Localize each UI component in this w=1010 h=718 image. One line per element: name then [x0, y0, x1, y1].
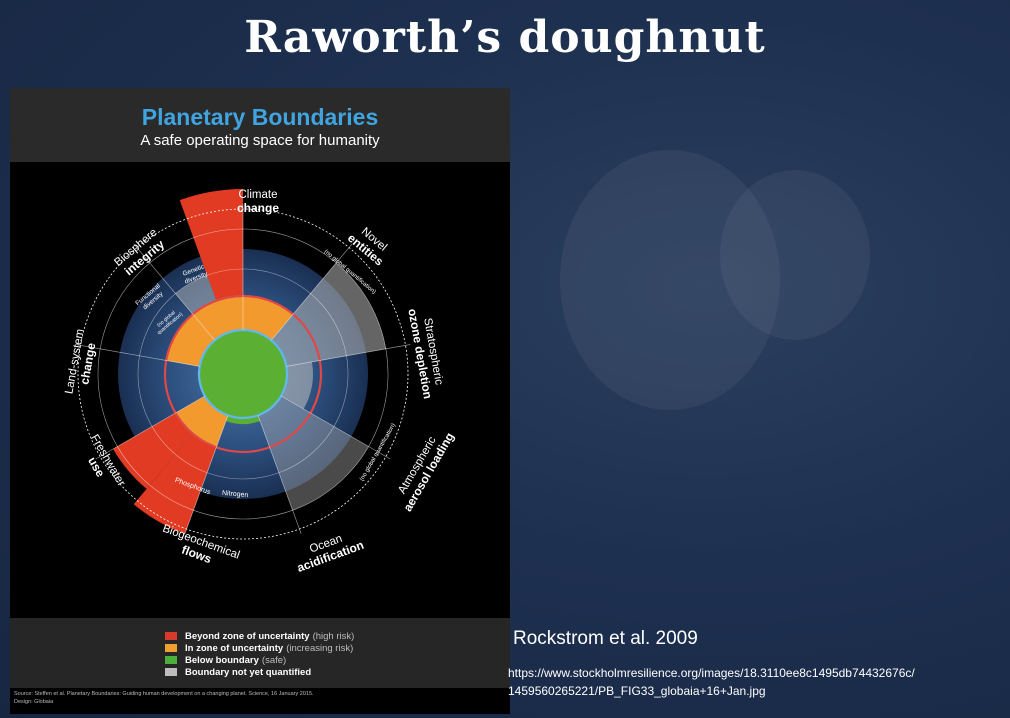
- planetary-boundaries-figure: Planetary Boundaries A safe operating sp…: [10, 88, 510, 714]
- svg-text:Nitrogen: Nitrogen: [222, 490, 249, 499]
- legend-swatch-green: [165, 656, 177, 664]
- climate-safe-wedge: [243, 330, 272, 374]
- figure-title: Planetary Boundaries: [141, 104, 379, 130]
- sector-label-climate: Climate change: [237, 189, 279, 215]
- freshwater-safe-wedge: [199, 366, 243, 396]
- sector-divider-line: [257, 415, 302, 534]
- background-haze-2: [720, 170, 870, 340]
- background-haze-1: [560, 150, 780, 410]
- genetic-diversity-wedge: [179, 189, 243, 301]
- climate-uncertainty-wedge: [243, 296, 294, 341]
- legend-item-high-risk: Beyond zone of uncertainty (high risk): [165, 630, 354, 642]
- figure-header: Planetary Boundaries A safe operating sp…: [10, 88, 510, 162]
- legend: Beyond zone of uncertainty (high risk) In…: [10, 618, 510, 688]
- sector-label-ozone: Stratospheric ozone depletion: [405, 308, 444, 400]
- sector-divider-line: [184, 415, 229, 534]
- figure-subtitle: A safe operating space for humanity: [140, 132, 380, 149]
- source-line: Source: Steffen et al. Planetary Boundar…: [14, 691, 314, 697]
- citation: Rockstrom et al. 2009: [513, 628, 698, 649]
- biosphere-uncertainty-wedge: [192, 296, 243, 341]
- sector-dividers: [75, 204, 411, 534]
- nitrogen-wedge: [133, 433, 217, 534]
- sector-label-aerosol: Atmospheric aerosol loading: [396, 430, 457, 514]
- sector-label-land-system: Land-system change: [63, 328, 98, 395]
- sector-wedges: [113, 189, 386, 534]
- url-line-2[interactable]: 1459560265221/PB_FIG33_globaia+16+Jan.jp…: [508, 684, 766, 698]
- url-line-1[interactable]: https://www.stockholmresilience.org/imag…: [508, 666, 915, 680]
- sector-divider-line: [75, 344, 200, 367]
- sector-divider-line: [286, 344, 411, 367]
- ozone-safe-wedge: [243, 366, 288, 396]
- sector-divider-line: [271, 243, 353, 341]
- legend-swatch-orange: [165, 644, 177, 652]
- sector-label-novel-entities: Novel entities: [345, 226, 389, 269]
- design-line: Design: Globaia: [14, 699, 54, 705]
- boundaries-diagram: Climate change Novel entities Stratosphe…: [63, 189, 457, 575]
- ocean-safe-wedge: [225, 374, 261, 424]
- legend-swatch-red: [165, 632, 177, 640]
- svg-text:change: change: [237, 201, 279, 215]
- sector-divider-line: [280, 395, 391, 460]
- figure-source: Source: Steffen et al. Planetary Boundar…: [14, 690, 504, 706]
- image-url[interactable]: https://www.stockholmresilience.org/imag…: [508, 664, 1008, 700]
- legend-swatch-grey: [165, 668, 177, 676]
- legend-item-increasing-risk: In zone of uncertainty (increasing risk): [165, 642, 353, 654]
- phosphorus-wedge: [113, 413, 193, 489]
- sector-label-biogeochemical: Biogeochemical flows: [161, 523, 241, 567]
- legend-item-safe: Below boundary (safe): [165, 654, 286, 666]
- novel-entities-wedge: [271, 262, 386, 367]
- svg-text:Climate: Climate: [239, 189, 278, 201]
- sector-label-freshwater: Freshwater use: [85, 433, 127, 489]
- sector-divider-line: [95, 395, 206, 460]
- slide-title: Raworth’s doughnut: [244, 12, 766, 63]
- sub-label-nitrogen: Nitrogen: [222, 490, 249, 499]
- legend-item-not-quantified: Boundary not yet quantified: [165, 666, 314, 678]
- aerosol-wedge: [258, 396, 369, 511]
- sector-divider-line: [133, 243, 215, 341]
- ozone-wedge: [281, 361, 314, 409]
- land-system-wedge: [166, 314, 215, 367]
- sector-label-ocean: Ocean acidification: [295, 533, 366, 575]
